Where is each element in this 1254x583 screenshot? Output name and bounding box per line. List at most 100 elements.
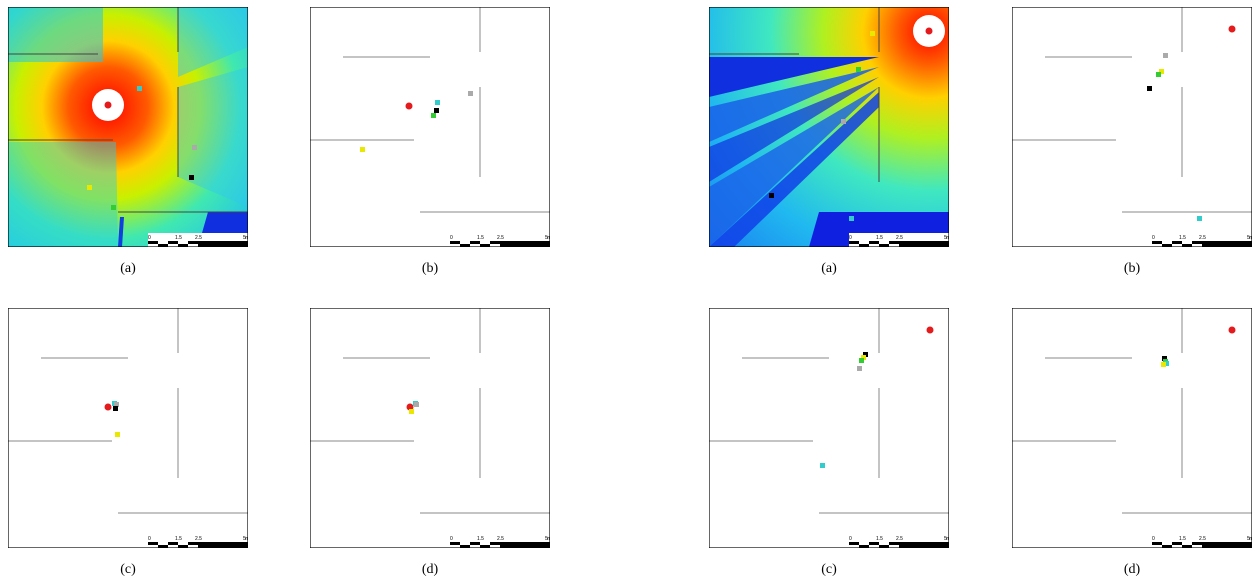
scale-unit-label: m <box>547 235 550 241</box>
marker-black <box>1162 356 1167 361</box>
caption: (a) <box>120 261 136 276</box>
scale-tick-label: 2.5 <box>195 235 202 241</box>
scale-tick-label: 0 <box>450 235 453 241</box>
marker-gray <box>857 366 862 371</box>
marker-yellow <box>870 31 875 36</box>
marker-gray <box>468 91 473 96</box>
scale-tick-label: 2.5 <box>1199 235 1206 241</box>
shadow-region <box>709 67 879 142</box>
scale-tick-label: 5 <box>1247 235 1250 241</box>
marker-gray <box>192 145 197 150</box>
scale-bar: 0 1.5 2.5 5 m <box>1152 536 1252 548</box>
scale-bar: 0 1.5 2.5 5 m <box>450 235 550 247</box>
marker-gray <box>1163 53 1168 58</box>
source-marker <box>406 403 414 411</box>
source-marker <box>1228 25 1236 33</box>
shadow-region <box>178 67 248 207</box>
figure1-panel-a: 0 1.5 2.5 5 m <box>8 7 248 247</box>
marker-black <box>769 193 774 198</box>
scale-tick-label: 1.5 <box>876 536 883 542</box>
shadow-region <box>709 92 879 247</box>
figure1-panel-c: 0 1.5 2.5 5 m <box>8 308 248 548</box>
scale-tick-label: 5 <box>944 536 947 542</box>
scale-tick-label: 0 <box>450 536 453 542</box>
caption: (d) <box>421 562 439 577</box>
marker-yellow <box>115 432 120 437</box>
source-marker <box>104 403 112 411</box>
scale-tick-label: 1.5 <box>1179 536 1186 542</box>
marker-black <box>1147 86 1152 91</box>
scale-bar: 0 1.5 2.5 5 m <box>148 536 248 548</box>
figure2-panel-a: 0 1.5 2.5 5 m <box>709 7 949 247</box>
marker-yellow <box>87 185 92 190</box>
scale-tick-label: 0 <box>148 536 151 542</box>
marker-black <box>434 108 439 113</box>
scale-tick-label: 0 <box>849 235 852 241</box>
figure2-panel-d: 0 1.5 2.5 5 m <box>1012 308 1252 548</box>
caption: (c) <box>821 562 837 577</box>
marker-yellow <box>360 147 365 152</box>
scale-tick-label: 5 <box>545 536 548 542</box>
shadow-region <box>8 7 103 62</box>
marker-black <box>113 406 118 411</box>
marker-cyan <box>137 86 142 91</box>
shadow-region <box>8 142 118 247</box>
marker-black <box>863 352 868 357</box>
marker-cyan <box>1197 216 1202 221</box>
scale-bar: 0 1.5 2.5 5 m <box>849 233 949 247</box>
marker-cyan <box>820 463 825 468</box>
marker-yellow <box>861 355 866 360</box>
source-marker <box>926 326 934 334</box>
scale-bar: 0 1.5 2.5 5 m <box>450 536 550 548</box>
scale-tick-label: 5 <box>545 235 548 241</box>
figure2-panel-c: 0 1.5 2.5 5 m <box>709 308 949 548</box>
shadow-region <box>118 217 124 247</box>
marker-cyan <box>1164 361 1169 366</box>
marker-yellow <box>409 409 414 414</box>
marker-yellow <box>1161 362 1166 367</box>
marker-green <box>111 205 116 210</box>
marker-green <box>1156 72 1161 77</box>
scale-tick-label: 0 <box>1152 536 1155 542</box>
scale-tick-label: 5 <box>944 235 947 241</box>
scale-tick-label: 1.5 <box>175 235 182 241</box>
caption: (c) <box>120 562 136 577</box>
scale-unit-label: m <box>946 235 949 241</box>
marker-cyan <box>849 216 854 221</box>
scale-bar: 0 1.5 2.5 5 m <box>849 536 949 548</box>
scale-tick-label: 5 <box>243 235 246 241</box>
scale-tick-label: 2.5 <box>195 536 202 542</box>
scale-bar: 0 1.5 2.5 5 m <box>1152 235 1252 247</box>
scale-bar: 0 1.5 2.5 5 m <box>148 233 248 247</box>
scale-unit-label: m <box>245 235 248 241</box>
marker-green <box>859 358 864 363</box>
scale-unit-label: m <box>1249 235 1252 241</box>
scale-tick-label: 0 <box>148 235 151 241</box>
caption: (b) <box>1123 261 1141 276</box>
scale-tick-label: 1.5 <box>477 235 484 241</box>
scale-tick-label: 0 <box>849 536 852 542</box>
caption: (a) <box>821 261 837 276</box>
source-marker <box>104 101 112 109</box>
scale-tick-label: 5 <box>1247 536 1250 542</box>
source-marker <box>405 102 413 110</box>
marker-gray <box>414 402 419 407</box>
figure1-panel-d: 0 1.5 2.5 5 m <box>310 308 550 548</box>
scale-tick-label: 1.5 <box>876 235 883 241</box>
scale-tick-label: 5 <box>243 536 246 542</box>
caption: (d) <box>1123 562 1141 577</box>
scale-unit-label: m <box>946 536 949 542</box>
shadow-region <box>709 77 879 182</box>
figure2-panel-b: 0 1.5 2.5 5 m <box>1012 7 1252 247</box>
scale-tick-label: 2.5 <box>497 235 504 241</box>
scale-unit-label: m <box>245 536 248 542</box>
shadow-region <box>178 7 248 77</box>
scale-tick-label: 1.5 <box>1179 235 1186 241</box>
caption: (b) <box>421 261 439 276</box>
scale-tick-label: 2.5 <box>896 235 903 241</box>
source-marker <box>925 27 933 35</box>
marker-green <box>431 113 436 118</box>
figure1-panel-b: 0 1.5 2.5 5 m <box>310 7 550 247</box>
shadow-region <box>709 57 879 97</box>
marker-green <box>856 67 861 72</box>
